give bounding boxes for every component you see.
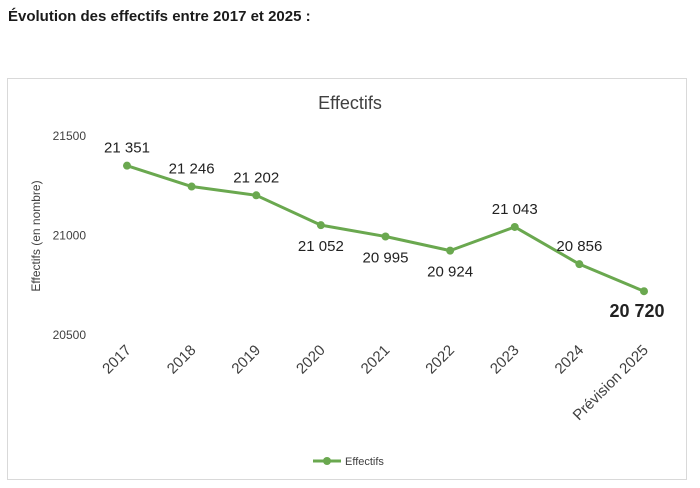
series-line-effectifs <box>125 164 646 293</box>
y-tick-label: 21000 <box>53 229 87 243</box>
x-tick-label: 2021 <box>358 342 394 378</box>
data-label: 21 351 <box>104 140 150 157</box>
legend-label: Effectifs <box>345 456 384 468</box>
data-label: 20 720 <box>609 301 664 321</box>
data-point <box>510 222 519 231</box>
x-tick-label: 2023 <box>487 342 523 378</box>
data-point <box>316 221 325 230</box>
data-label: 21 246 <box>169 161 215 178</box>
data-point <box>187 182 196 191</box>
x-tick-label: 2017 <box>99 342 135 378</box>
data-label: 20 995 <box>363 249 409 266</box>
data-point <box>123 161 131 170</box>
chart-title: Effectifs <box>318 93 382 113</box>
legend-marker <box>323 457 331 465</box>
data-point <box>575 260 584 269</box>
data-label: 21 202 <box>233 169 279 186</box>
y-tick-label: 21500 <box>53 129 87 143</box>
x-tick-label: 2024 <box>552 342 588 378</box>
data-label: 21 043 <box>492 201 538 218</box>
y-axis-title: Effectifs (en nombre) <box>29 180 43 291</box>
x-tick-label: 2019 <box>228 342 264 378</box>
page-heading: Évolution des effectifs entre 2017 et 20… <box>8 8 311 25</box>
y-tick-label: 20500 <box>53 328 87 342</box>
line-chart: Effectifs Effectifs (en nombre) 20500 210… <box>29 93 665 468</box>
chart-legend: Effectifs <box>313 456 384 468</box>
data-label: 20 924 <box>427 264 473 281</box>
data-label: 20 856 <box>556 238 602 255</box>
data-point <box>252 191 261 200</box>
x-tick-label: 2018 <box>164 342 200 378</box>
data-point <box>640 287 648 296</box>
data-point <box>446 246 455 255</box>
x-tick-label: 2022 <box>422 342 458 378</box>
data-point <box>381 232 390 241</box>
data-label: 21 052 <box>298 238 344 255</box>
chart-container: Effectifs Effectifs (en nombre) 20500 210… <box>7 78 687 480</box>
x-tick-label: 2020 <box>293 342 329 378</box>
